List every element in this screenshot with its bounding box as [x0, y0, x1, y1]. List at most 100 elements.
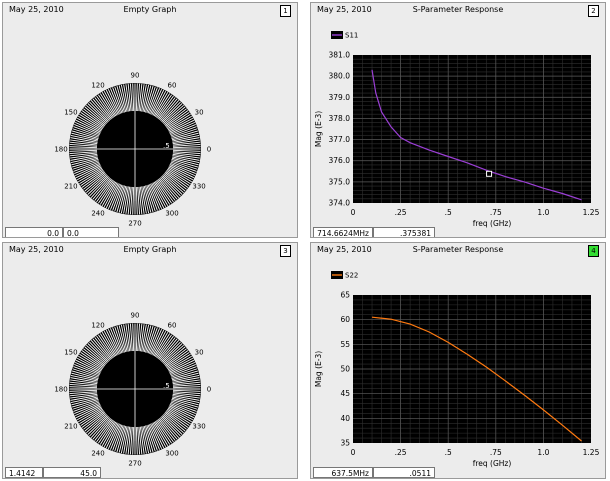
graph-panel-1[interactable]: May 25, 2010 Empty Graph 1 .5 90 60 30 0 330 3… — [2, 2, 298, 238]
polar-spoke — [116, 325, 125, 353]
polar-angle-label: 300 — [165, 450, 178, 458]
polar-spoke — [84, 346, 107, 365]
polar-spoke — [87, 343, 108, 363]
graph-panel-4[interactable]: May 25, 2010 S-Parameter Response 4 0 .25… — [310, 242, 606, 479]
polar-spoke — [162, 414, 184, 434]
polar-spoke — [96, 179, 114, 203]
panel-date: May 25, 2010 — [317, 5, 372, 14]
polar-spoke — [83, 108, 106, 126]
polar-radius-label: .5 — [163, 142, 170, 150]
polar-spoke — [103, 422, 118, 448]
polar-spoke — [171, 397, 199, 406]
polar-spoke — [139, 186, 145, 214]
polar-spoke — [168, 405, 195, 419]
panel-number-button[interactable]: 4 — [588, 245, 599, 257]
polar-spoke — [151, 422, 165, 449]
polar-spoke — [80, 169, 104, 187]
polar-spoke — [74, 402, 100, 414]
polar-spoke — [125, 426, 131, 454]
polar-spoke — [170, 364, 196, 376]
polar-spoke — [69, 149, 98, 152]
polar-spoke — [97, 180, 115, 204]
line-plot[interactable]: 0 .25 .5 .75 1.0 1.25 35 40 45 50 55 60 65 freq (GHz)… — [311, 243, 606, 479]
panel-header: May 25, 2010 S-Parameter Response 2 — [311, 5, 605, 17]
polar-spoke — [129, 426, 133, 455]
polar-spoke — [87, 415, 108, 435]
polar-spoke — [172, 152, 201, 157]
polar-spoke — [171, 128, 198, 138]
polar-spoke — [172, 149, 201, 152]
polar-spoke — [156, 419, 174, 443]
polar-angle-label: 60 — [168, 81, 177, 89]
polar-spoke — [70, 156, 98, 164]
polar-spoke — [70, 139, 98, 145]
polar-spoke — [172, 391, 201, 395]
polar-spoke — [101, 332, 117, 357]
polar-spoke — [158, 178, 176, 201]
panel-number-button[interactable]: 2 — [588, 5, 599, 17]
polar-spoke — [123, 426, 129, 454]
polar-spoke — [69, 386, 98, 389]
polar-spoke — [159, 417, 178, 440]
polar-spoke — [148, 184, 160, 210]
polar-spoke — [148, 88, 160, 114]
polar-spoke — [73, 161, 100, 172]
polar-spoke — [172, 134, 200, 142]
polar-spoke — [138, 426, 143, 455]
polar-spoke — [69, 146, 98, 149]
polar-spoke — [143, 85, 152, 113]
polar-spoke — [147, 327, 158, 354]
polar-spoke — [164, 172, 187, 190]
polar-spoke — [168, 406, 194, 421]
polar-spoke — [112, 327, 123, 354]
y-tick-label: 376.0 — [329, 156, 351, 165]
polar-spoke — [116, 185, 125, 213]
polar-spoke — [161, 176, 181, 197]
panel-title: S-Parameter Response — [412, 5, 504, 14]
polar-spoke — [75, 119, 102, 133]
graph-panel-2[interactable]: May 25, 2010 S-Parameter Response 2 0 .25… — [310, 2, 606, 238]
polar-spoke — [171, 399, 199, 408]
polar-spoke — [80, 409, 104, 427]
polar-spoke — [170, 401, 197, 412]
line-plot[interactable]: 0 .25 .5 .75 1.0 1.25 374.0 375.0 376.0 377.0 378.… — [311, 3, 606, 238]
polar-angle-label: 120 — [91, 321, 104, 329]
polar-radius-label: .5 — [163, 382, 170, 390]
polar-spoke — [137, 83, 141, 112]
polar-angle-label: 150 — [64, 349, 77, 357]
polar-spoke — [74, 121, 101, 134]
polar-angle-label: 240 — [91, 210, 104, 218]
polar-spoke — [79, 168, 104, 185]
graph-panel-3[interactable]: May 25, 2010 Empty Graph 3 .5 90 60 30 0 330 3… — [2, 242, 298, 479]
polar-spoke — [172, 377, 200, 383]
polar-spoke — [80, 351, 104, 369]
panel-title: Empty Graph — [123, 5, 177, 14]
series-line — [371, 69, 582, 201]
polar-spoke — [76, 406, 102, 421]
polar-spoke — [146, 185, 156, 212]
polar-spoke — [75, 165, 102, 179]
panel-number-button[interactable]: 1 — [280, 5, 291, 17]
polar-spoke — [90, 100, 110, 122]
polar-spoke — [72, 160, 99, 170]
polar-spoke — [71, 132, 99, 141]
polar-spoke — [152, 330, 167, 356]
polar-angle-label: 30 — [195, 349, 204, 357]
polar-spoke — [97, 334, 115, 358]
polar-spoke — [142, 426, 150, 454]
polar-spoke — [69, 141, 98, 146]
polar-spoke — [139, 84, 145, 112]
polar-spoke — [86, 104, 108, 124]
panel-number-button[interactable]: 3 — [280, 245, 291, 257]
x-tick-label: .25 — [395, 208, 407, 217]
polar-spoke — [162, 175, 183, 195]
polar-spoke — [110, 328, 122, 354]
panel-date: May 25, 2010 — [9, 245, 64, 254]
polar-spoke — [142, 186, 150, 214]
polar-spoke — [99, 93, 116, 118]
polar-spoke — [171, 400, 198, 410]
polar-spoke — [167, 355, 192, 371]
polar-spoke — [172, 153, 200, 159]
polar-spoke — [142, 84, 150, 112]
